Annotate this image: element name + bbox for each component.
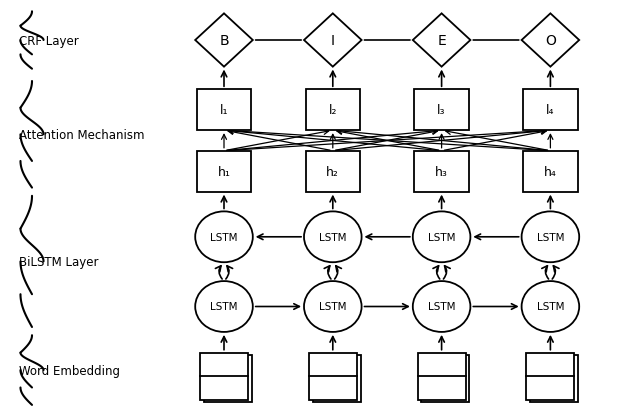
Text: BiLSTM Layer: BiLSTM Layer	[19, 255, 99, 268]
Bar	[306, 90, 360, 131]
Bar	[526, 353, 575, 400]
Text: l₃: l₃	[437, 104, 446, 117]
Text: l₁: l₁	[220, 104, 228, 117]
Bar	[200, 353, 248, 400]
Polygon shape	[195, 14, 253, 67]
Bar	[530, 355, 579, 402]
Text: LSTM: LSTM	[428, 232, 455, 242]
Text: LSTM: LSTM	[428, 302, 455, 312]
Text: LSTM: LSTM	[319, 232, 346, 242]
Ellipse shape	[522, 281, 579, 332]
Bar	[306, 151, 360, 192]
Text: h₁: h₁	[218, 165, 230, 178]
Text: Attention Mechanism: Attention Mechanism	[19, 128, 145, 142]
Bar	[417, 353, 465, 400]
Polygon shape	[304, 14, 362, 67]
Text: LSTM: LSTM	[211, 232, 237, 242]
Polygon shape	[522, 14, 579, 67]
Bar	[524, 90, 578, 131]
Bar	[309, 353, 357, 400]
Ellipse shape	[195, 281, 253, 332]
Ellipse shape	[413, 212, 470, 263]
Ellipse shape	[304, 212, 362, 263]
Text: LSTM: LSTM	[537, 232, 564, 242]
Text: LSTM: LSTM	[537, 302, 564, 312]
Bar	[524, 151, 578, 192]
Text: CRF Layer: CRF Layer	[19, 34, 79, 47]
Ellipse shape	[522, 212, 579, 263]
Text: Word Embedding: Word Embedding	[19, 364, 120, 377]
Bar	[422, 355, 469, 402]
Text: l₄: l₄	[546, 104, 555, 117]
Text: B: B	[219, 34, 229, 48]
Polygon shape	[413, 14, 470, 67]
Bar	[197, 151, 252, 192]
Bar	[204, 355, 252, 402]
Ellipse shape	[195, 212, 253, 263]
Text: LSTM: LSTM	[211, 302, 237, 312]
Bar	[197, 90, 252, 131]
Text: I: I	[331, 34, 335, 48]
Text: LSTM: LSTM	[319, 302, 346, 312]
Text: l₂: l₂	[328, 104, 337, 117]
Text: O: O	[545, 34, 556, 48]
Text: h₃: h₃	[435, 165, 448, 178]
Bar	[415, 90, 468, 131]
Ellipse shape	[304, 281, 362, 332]
Ellipse shape	[413, 281, 470, 332]
Bar	[415, 151, 468, 192]
Text: h₄: h₄	[544, 165, 557, 178]
Bar	[313, 355, 361, 402]
Text: h₂: h₂	[326, 165, 339, 178]
Text: E: E	[437, 34, 446, 48]
